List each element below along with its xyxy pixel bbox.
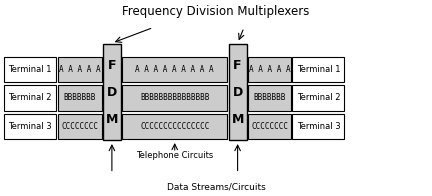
Text: Frequency Division Multiplexers: Frequency Division Multiplexers xyxy=(122,5,310,18)
Text: A A A A A: A A A A A xyxy=(249,65,290,74)
Bar xyxy=(4,114,56,139)
Text: BBBBBBB: BBBBBBB xyxy=(64,93,96,103)
Bar xyxy=(122,57,227,82)
Bar xyxy=(122,85,227,111)
Text: F: F xyxy=(233,59,242,72)
Text: D: D xyxy=(232,86,243,99)
Text: D: D xyxy=(107,86,117,99)
Bar xyxy=(58,114,102,139)
Bar xyxy=(58,85,102,111)
Bar xyxy=(229,44,247,140)
Text: Terminal 3: Terminal 3 xyxy=(297,122,340,131)
Text: CCCCCCCCCCCCCCC: CCCCCCCCCCCCCCC xyxy=(140,122,210,131)
Text: CCCCCCCC: CCCCCCCC xyxy=(61,122,98,131)
Bar xyxy=(4,57,56,82)
Bar xyxy=(58,57,102,82)
Text: A A A A A: A A A A A xyxy=(59,65,101,74)
Text: Terminal 2: Terminal 2 xyxy=(9,93,52,103)
Text: Terminal 1: Terminal 1 xyxy=(297,65,340,74)
Text: F: F xyxy=(108,59,116,72)
Text: Data Streams/Circuits: Data Streams/Circuits xyxy=(167,182,265,191)
Bar xyxy=(292,57,344,82)
Text: BBBBBBBBBBBBBBB: BBBBBBBBBBBBBBB xyxy=(140,93,210,103)
Text: BBBBBBB: BBBBBBB xyxy=(254,93,286,103)
Text: M: M xyxy=(106,113,118,125)
Bar xyxy=(292,85,344,111)
Bar xyxy=(292,114,344,139)
Text: CCCCCCCC: CCCCCCCC xyxy=(251,122,288,131)
Text: Terminal 1: Terminal 1 xyxy=(9,65,52,74)
Text: A A A A A A A A A: A A A A A A A A A xyxy=(135,65,214,74)
Text: Terminal 2: Terminal 2 xyxy=(297,93,340,103)
Bar xyxy=(248,57,291,82)
Bar xyxy=(122,114,227,139)
Bar xyxy=(248,85,291,111)
Bar xyxy=(103,44,121,140)
Text: M: M xyxy=(232,113,244,125)
Text: Terminal 3: Terminal 3 xyxy=(9,122,52,131)
Bar xyxy=(248,114,291,139)
Bar xyxy=(4,85,56,111)
Text: Telephone Circuits: Telephone Circuits xyxy=(136,151,213,160)
